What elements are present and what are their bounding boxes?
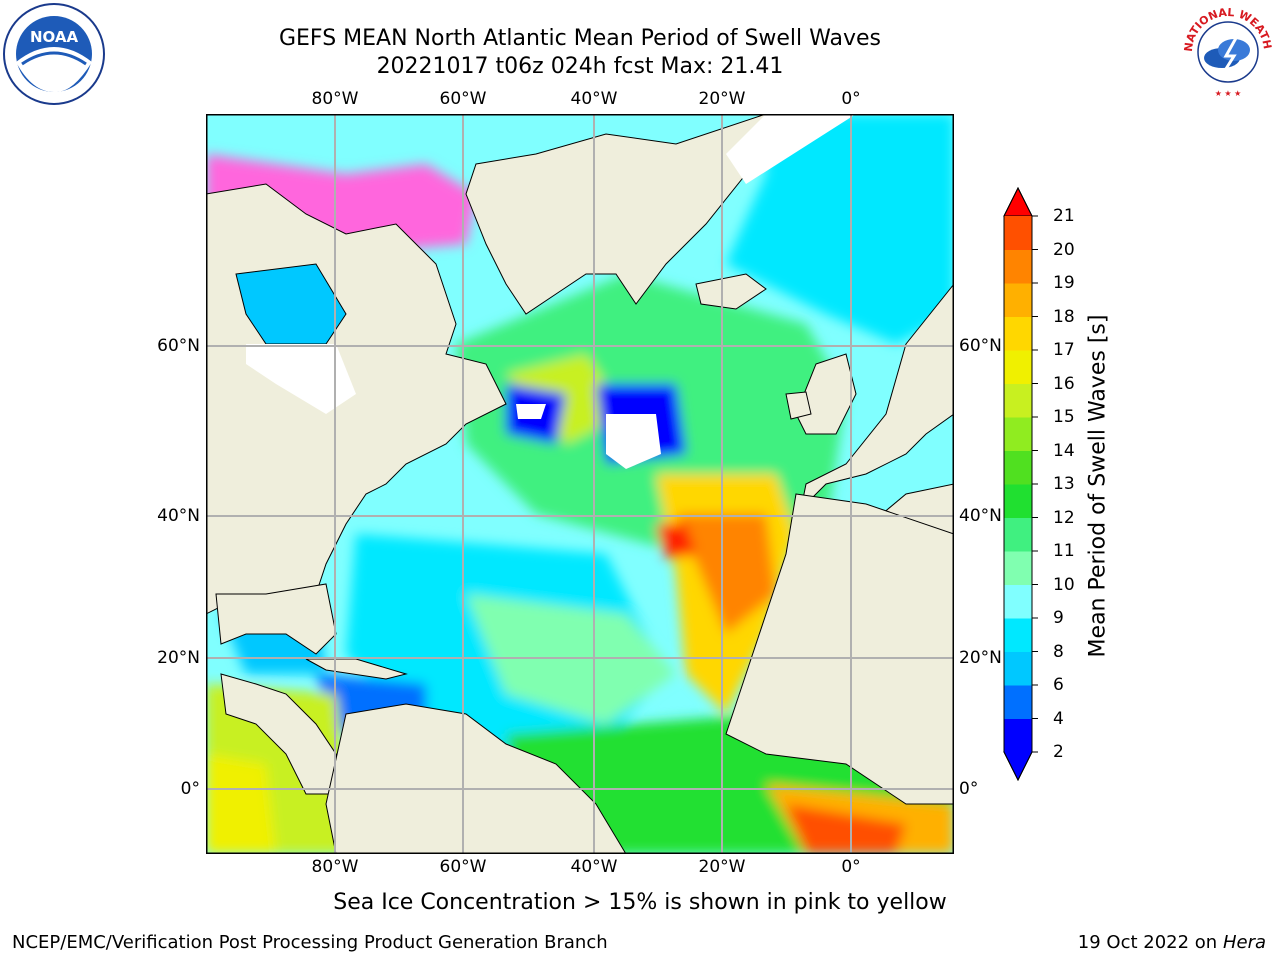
colorbar-tick-label: 11	[1053, 541, 1075, 561]
colorbar	[1003, 186, 1038, 782]
swell-period-map	[206, 114, 954, 854]
lat-label-left: 40°N	[157, 506, 200, 526]
graticule	[206, 114, 954, 854]
colorbar-tick-label: 2	[1053, 742, 1064, 762]
colorbar-label: Mean Period of Swell Waves [s]	[1085, 314, 1111, 658]
colorbar-segment	[1004, 383, 1032, 418]
colorbar-tick-label: 15	[1053, 407, 1075, 427]
footer-credit: NCEP/EMC/Verification Post Processing Pr…	[12, 932, 608, 953]
sea-ice-note: Sea Ice Concentration > 15% is shown in …	[333, 890, 947, 915]
africa	[725, 493, 954, 805]
no-data-areas	[246, 114, 856, 469]
colorbar-tick-label: 8	[1053, 641, 1064, 662]
lat-label-right: 60°N	[959, 336, 1002, 356]
colorbar-over-triangle	[1003, 186, 1033, 217]
lat-label-left: 60°N	[157, 336, 200, 356]
colorbar-segment	[1004, 584, 1032, 619]
map-subtitle: 20221017 t06z 024h fcst Max: 21.41	[376, 54, 784, 79]
noaa-logo-text: NOAA	[30, 28, 79, 46]
colorbar-segment	[1004, 517, 1032, 552]
footer-date-text: 19 Oct 2022 on	[1077, 932, 1218, 953]
south-america	[325, 703, 627, 854]
colorbar-tick-label: 13	[1053, 474, 1075, 494]
lon-label-top: 80°W	[311, 89, 359, 109]
lon-label-top: 40°W	[570, 89, 618, 109]
iceland	[695, 273, 767, 310]
lon-label-bottom: 80°W	[311, 857, 359, 877]
colorbar-tick-label: 4	[1053, 708, 1064, 729]
colorbar-segment	[1004, 484, 1032, 518]
lon-label-bottom: 20°W	[698, 857, 746, 877]
lat-label-right: 40°N	[959, 506, 1002, 526]
lat-label-left: 0°	[180, 779, 200, 799]
svg-text:★ ★ ★: ★ ★ ★	[1215, 89, 1242, 98]
lat-label-right: 0°	[959, 779, 979, 799]
colorbar-tick-label: 10	[1053, 574, 1075, 595]
lat-label-right: 20°N	[959, 648, 1002, 668]
lat-label-left: 20°N	[157, 648, 200, 668]
colorbar-tick-label: 14	[1053, 440, 1075, 461]
noaa-logo: NOAA	[3, 3, 105, 105]
colorbar-segment	[1004, 685, 1032, 719]
colorbar-tick-label: 9	[1053, 608, 1064, 628]
colorbar-segment	[1004, 216, 1032, 250]
colorbar-segment	[1004, 551, 1032, 585]
colorbar-tick-label: 17	[1053, 340, 1075, 360]
footer-host: Hera	[1222, 932, 1266, 953]
lon-label-top: 20°W	[698, 89, 746, 109]
colorbar-segment	[1004, 718, 1032, 753]
colorbar-tick-label: 18	[1053, 306, 1075, 327]
colorbar-tick-label: 21	[1053, 206, 1075, 226]
lon-label-top: 0°	[841, 89, 861, 109]
colorbar-segment	[1004, 350, 1032, 384]
colorbar-segment	[1004, 316, 1032, 351]
colorbar-tick-label: 16	[1053, 373, 1075, 394]
colorbar-tick-label: 6	[1053, 675, 1064, 695]
lon-label-bottom: 0°	[841, 857, 861, 877]
lon-label-bottom: 40°W	[570, 857, 618, 877]
colorbar-tick-label: 12	[1053, 507, 1075, 528]
colorbar-segment	[1004, 283, 1032, 317]
colorbar-segment	[1004, 450, 1032, 485]
colorbar-segment	[1004, 651, 1032, 686]
colorbar-under-triangle	[1003, 751, 1033, 782]
lon-label-bottom: 60°W	[439, 857, 487, 877]
colorbar-segment	[1004, 417, 1032, 451]
lon-label-top: 60°W	[439, 89, 487, 109]
colorbar-segment	[1004, 249, 1032, 284]
ireland	[785, 391, 812, 420]
footer-date: 19 Oct 2022 on Hera	[1078, 932, 1266, 953]
colorbar-tick-label: 19	[1053, 273, 1075, 293]
nws-logo: NATIONAL WEATHER SERVICE ★ ★ ★	[1176, 2, 1274, 98]
colorbar-segment	[1004, 618, 1032, 652]
map-title: GEFS MEAN North Atlantic Mean Period of …	[278, 26, 881, 51]
colorbar-tick-label: 20	[1053, 239, 1075, 260]
